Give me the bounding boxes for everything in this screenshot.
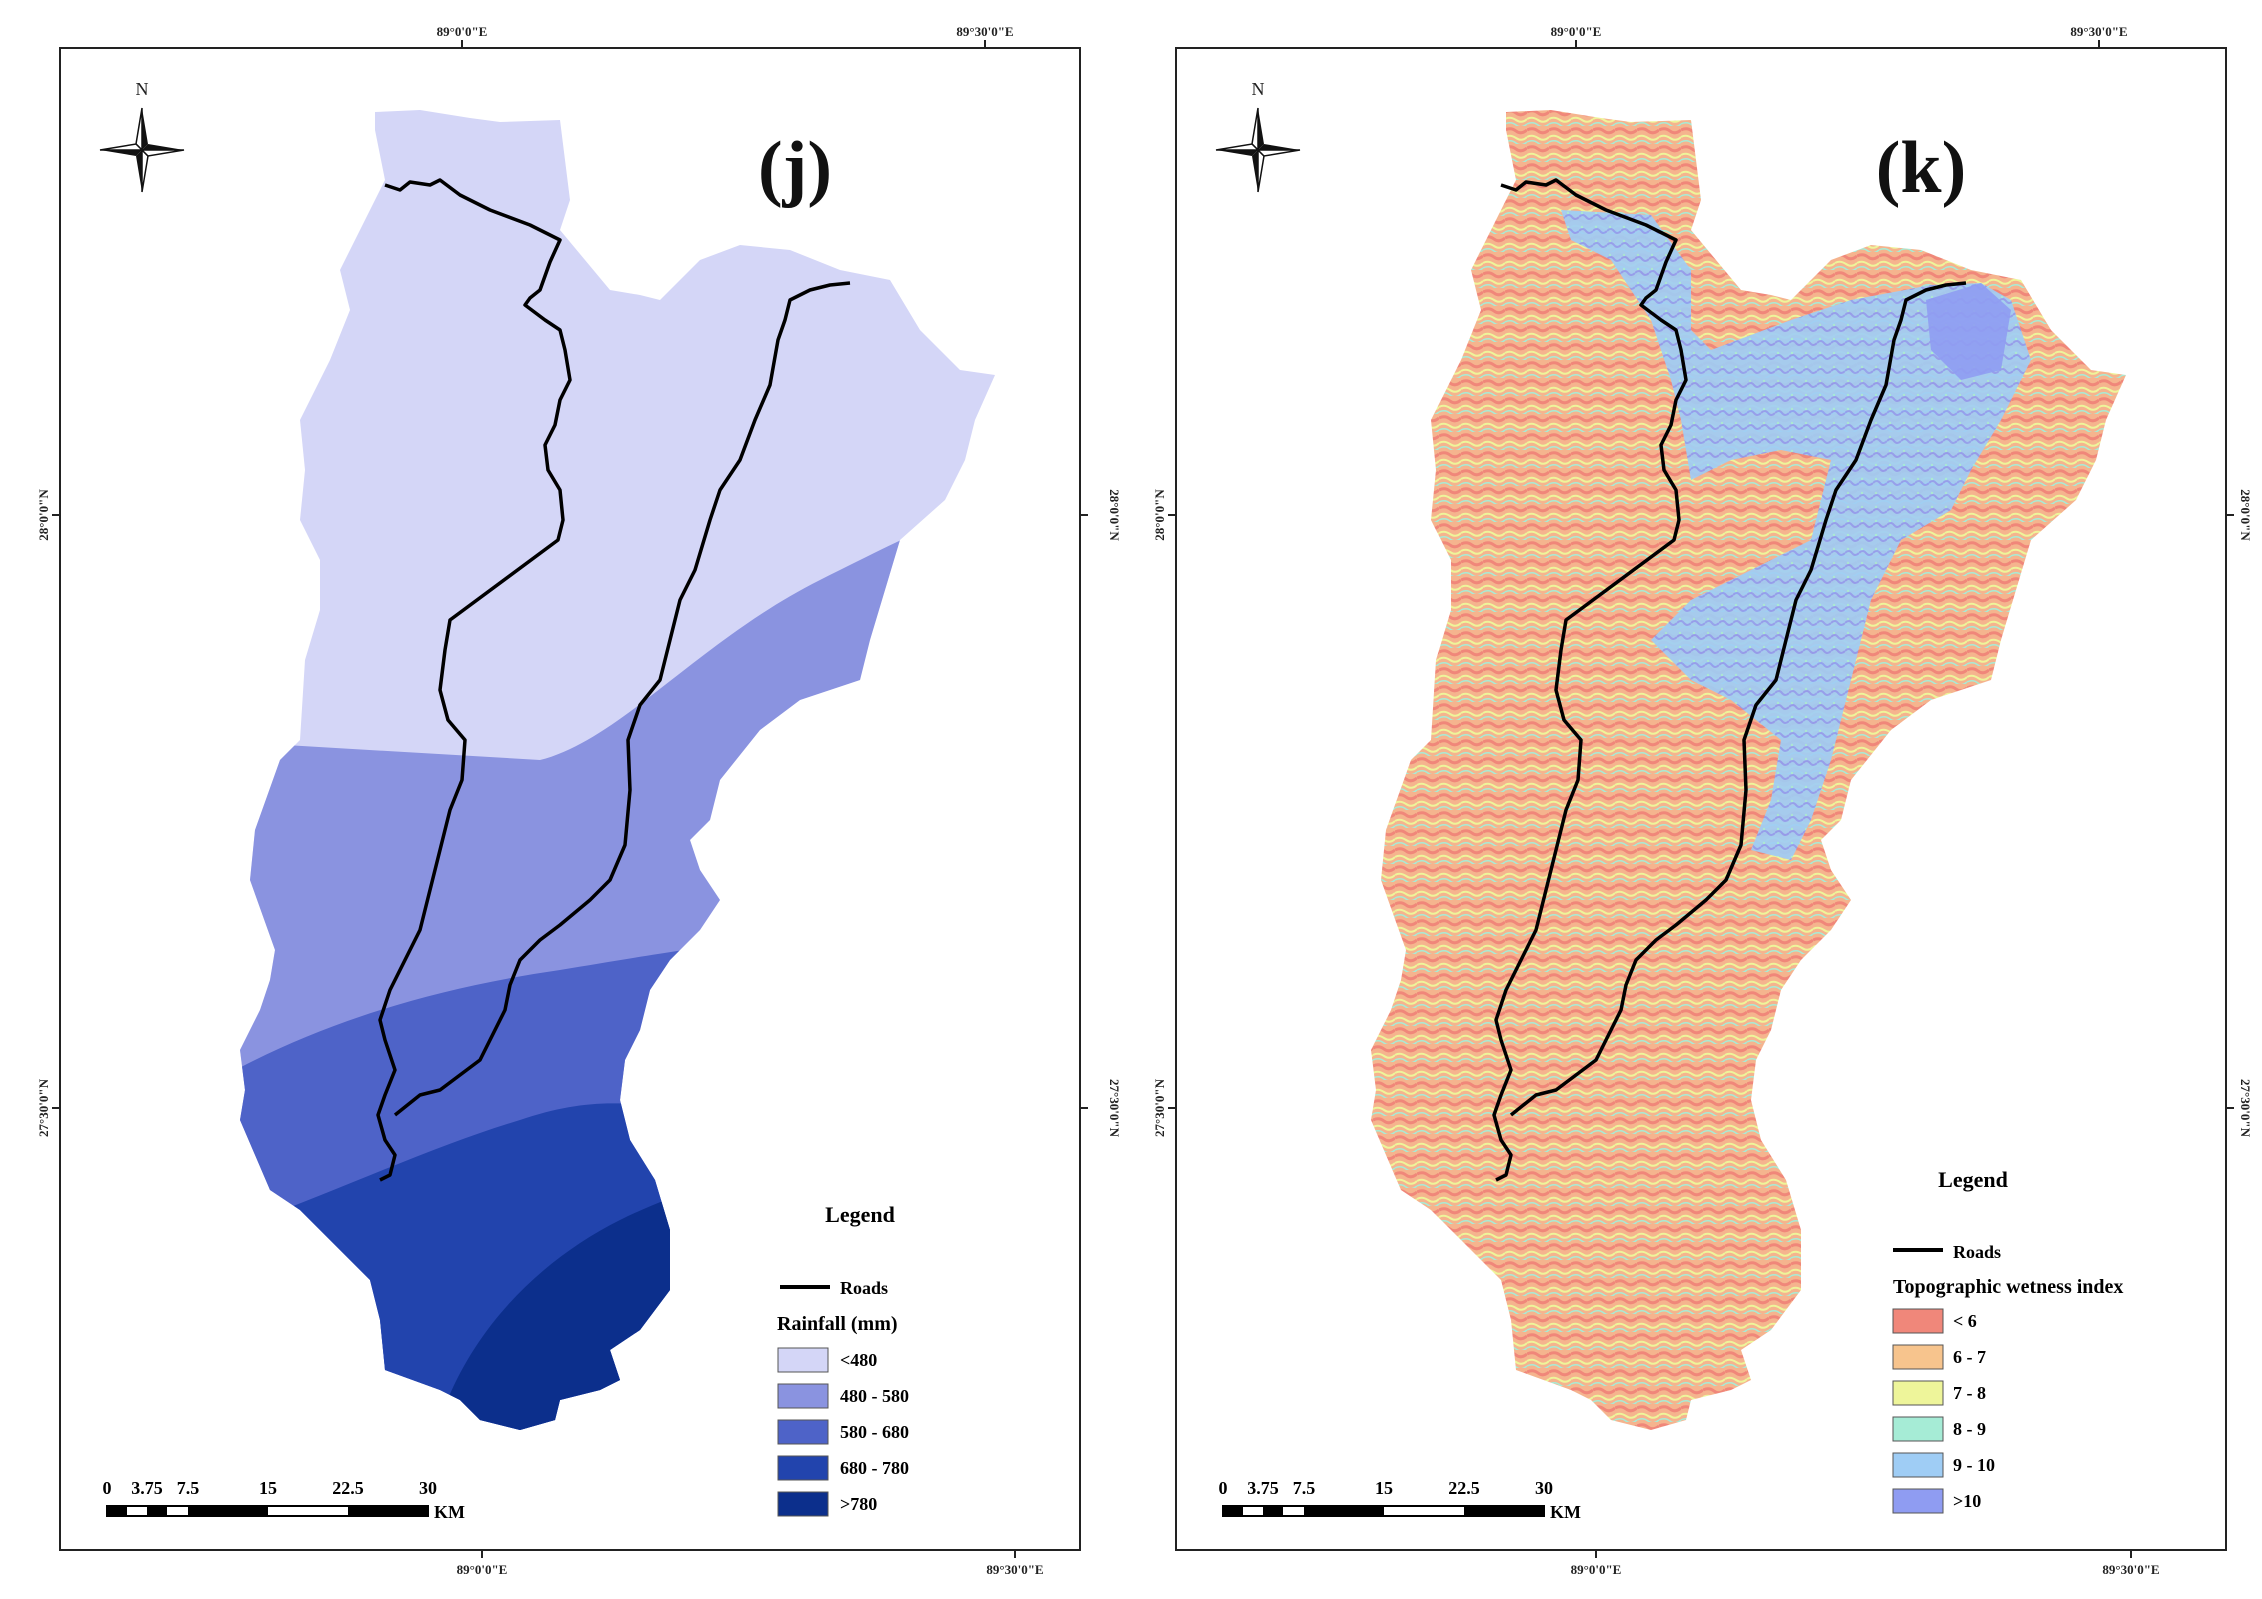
legend-class-label: >780 [840, 1494, 877, 1514]
legend-roads-label: Roads [840, 1278, 888, 1298]
legend-swatch [777, 1455, 829, 1481]
graticule-labels: 89°0'0"E 89°30'0"E 89°0'0"E 89°30'0"E 28… [36, 24, 1122, 1577]
graticule-bottom-label: 89°0'0"E [1571, 1562, 1622, 1577]
graticule-left-label: 27°30'0"N [36, 1078, 51, 1137]
legend-title: Legend [825, 1202, 895, 1227]
rainfall-map-panel: 89°0'0"E 89°30'0"E 89°0'0"E 89°30'0"E 28… [36, 24, 1122, 1577]
graticule-ticks [52, 40, 1088, 1558]
road-west [376, 178, 572, 1182]
panel-label: (k) [1876, 127, 1966, 209]
road-east [1509, 281, 1967, 1117]
road-west [1492, 178, 1688, 1182]
graticule-top-label: 89°30'0"E [2070, 24, 2127, 39]
legend-swatch [1892, 1344, 1944, 1370]
graticule-ticks [1168, 40, 2234, 1558]
legend-class-label: < 6 [1953, 1311, 1977, 1331]
svg-text:3.75: 3.75 [1247, 1478, 1279, 1498]
twi-very-wet-patch [1926, 283, 2011, 380]
svg-text:30: 30 [1535, 1478, 1553, 1498]
legend-classes: < 6 6 - 7 7 - 8 8 - 9 9 - 10 >10 [1892, 1308, 1995, 1514]
graticule-bottom-label: 89°30'0"E [986, 1562, 1043, 1577]
svg-text:7.5: 7.5 [177, 1478, 200, 1498]
graticule-left-label: 28°0'0"N [1152, 489, 1167, 541]
legend-swatch [1892, 1308, 1944, 1334]
road-east [393, 281, 851, 1117]
legend-class-label: >10 [1953, 1491, 1981, 1511]
legend-class-label: 580 - 680 [840, 1422, 909, 1442]
legend-class-label: 8 - 9 [1953, 1419, 1986, 1439]
north-arrow-icon: N [99, 79, 185, 193]
graticule-right-label: 27°30'0"N [2238, 1079, 2253, 1138]
graticule-top-label: 89°30'0"E [956, 24, 1013, 39]
panel-label: (j) [758, 127, 832, 209]
scale-bar: 0 3.75 7.5 15 22.5 30 KM [1219, 1478, 1582, 1522]
graticule-right-label: 27°30'0"N [1107, 1079, 1122, 1138]
graticule-bottom-label: 89°30'0"E [2102, 1562, 2159, 1577]
roads [376, 178, 851, 1182]
legend-swatch [1892, 1380, 1944, 1406]
graticule-top-label: 89°0'0"E [1551, 24, 1602, 39]
legend-title: Legend [1938, 1167, 2008, 1192]
graticule-right-label: 28°0'0"N [1107, 489, 1122, 541]
legend: Legend Roads Rainfall (mm) <480 480 - 58… [777, 1202, 909, 1517]
scale-bar-unit: KM [1550, 1502, 1581, 1522]
twi-wet-valley [1561, 210, 2031, 860]
legend-class-label: 680 - 780 [840, 1458, 909, 1478]
legend: Legend Roads Topographic wetness index <… [1892, 1167, 2123, 1514]
legend-swatch [777, 1383, 829, 1409]
svg-text:7.5: 7.5 [1293, 1478, 1316, 1498]
legend-section-title: Topographic wetness index [1893, 1276, 2123, 1298]
legend-classes: <480 480 - 580 580 - 680 680 - 780 >780 [777, 1347, 909, 1517]
svg-text:3.75: 3.75 [131, 1478, 163, 1498]
svg-text:22.5: 22.5 [1448, 1478, 1480, 1498]
scale-bar-unit: KM [434, 1502, 465, 1522]
roads [1492, 178, 1967, 1182]
north-label: N [1252, 79, 1265, 99]
graticule-left-label: 28°0'0"N [36, 489, 51, 541]
legend-class-label: 9 - 10 [1953, 1455, 1995, 1475]
svg-text:0: 0 [103, 1478, 112, 1498]
legend-class-label: 480 - 580 [840, 1386, 909, 1406]
legend-swatch [777, 1419, 829, 1445]
legend-swatch [777, 1347, 829, 1373]
svg-text:30: 30 [419, 1478, 437, 1498]
svg-text:0: 0 [1219, 1478, 1228, 1498]
svg-text:15: 15 [1375, 1478, 1393, 1498]
scale-bar: 0 3.75 7.5 15 22.5 30 KM [103, 1478, 466, 1522]
graticule-left-label: 27°30'0"N [1152, 1078, 1167, 1137]
legend-swatch [1892, 1452, 1944, 1478]
north-label: N [136, 79, 149, 99]
legend-roads-label: Roads [1953, 1242, 2001, 1262]
graticule-right-label: 28°0'0"N [2238, 489, 2253, 541]
legend-swatch [1892, 1488, 1944, 1514]
legend-class-label: 7 - 8 [1953, 1383, 1986, 1403]
north-arrow-icon: N [1215, 79, 1301, 193]
graticule-labels: 89°0'0"E 89°30'0"E 89°0'0"E 89°30'0"E 28… [1152, 24, 2253, 1577]
legend-class-label: <480 [840, 1350, 877, 1370]
legend-swatch [1892, 1416, 1944, 1442]
svg-text:15: 15 [259, 1478, 277, 1498]
legend-swatch [777, 1491, 829, 1517]
legend-class-label: 6 - 7 [1953, 1347, 1986, 1367]
wetness-index-map-panel: 89°0'0"E 89°30'0"E 89°0'0"E 89°30'0"E 28… [1152, 24, 2253, 1577]
graticule-top-label: 89°0'0"E [437, 24, 488, 39]
graticule-bottom-label: 89°0'0"E [457, 1562, 508, 1577]
legend-section-title: Rainfall (mm) [777, 1313, 898, 1335]
svg-text:22.5: 22.5 [332, 1478, 364, 1498]
